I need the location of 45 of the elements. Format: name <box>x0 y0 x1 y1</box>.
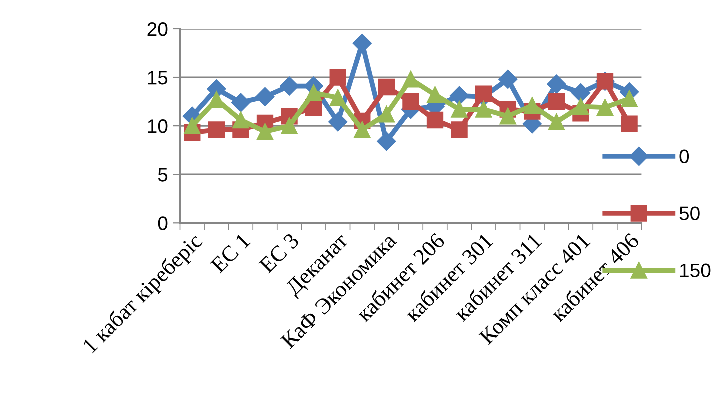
point <box>475 101 492 118</box>
legend-label: 50 <box>680 206 700 220</box>
point <box>402 93 420 110</box>
point <box>596 99 614 116</box>
point <box>571 84 591 103</box>
y-tick-label: 10 <box>148 120 168 134</box>
point <box>208 122 226 138</box>
y-tick-label: 5 <box>158 168 168 182</box>
point <box>330 69 346 86</box>
point <box>352 34 372 54</box>
y-tick-label: 0 <box>158 216 168 230</box>
point <box>547 74 566 94</box>
point <box>184 118 201 134</box>
point <box>377 132 396 152</box>
point <box>524 97 541 114</box>
legend-label: 150 <box>680 264 711 278</box>
point <box>402 71 420 88</box>
point <box>378 78 396 96</box>
point <box>621 90 638 108</box>
y-tick-label: 15 <box>148 71 168 85</box>
point <box>426 112 444 129</box>
point <box>256 124 274 140</box>
legend-label: 0 <box>680 150 690 164</box>
point <box>451 122 468 138</box>
point <box>451 101 468 118</box>
point <box>450 86 470 106</box>
point <box>232 112 250 129</box>
x-tick-label: ЕС 1 <box>210 232 252 274</box>
point <box>572 98 590 115</box>
y-tick-label: 20 <box>148 22 168 36</box>
point <box>305 84 322 102</box>
point <box>426 86 444 104</box>
point <box>498 70 518 89</box>
point <box>621 116 638 132</box>
point <box>231 93 250 112</box>
point <box>330 90 346 106</box>
point <box>256 87 275 106</box>
point <box>548 114 566 131</box>
point <box>354 122 371 138</box>
point <box>378 106 396 123</box>
point <box>281 118 298 134</box>
point <box>475 86 492 102</box>
point <box>500 108 516 125</box>
point <box>548 93 566 110</box>
point <box>328 112 348 132</box>
